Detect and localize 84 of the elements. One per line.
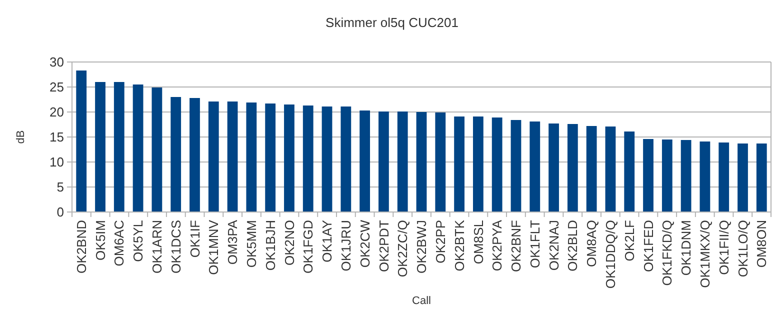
x-tick-label: OM8ON — [754, 220, 770, 268]
x-tick-label: OK2PDT — [376, 220, 392, 272]
x-tick-label: OK2NO — [282, 220, 297, 266]
bar — [322, 106, 332, 212]
x-tick-label: OK1ARN — [149, 220, 164, 274]
bar — [284, 104, 294, 212]
bar — [718, 142, 730, 212]
bar — [416, 112, 427, 212]
x-tick-label: OK1FLT — [527, 220, 542, 268]
x-tick-label: OK1BJH — [262, 220, 278, 271]
bar — [435, 112, 446, 212]
bar — [397, 112, 408, 212]
bar — [340, 106, 352, 212]
x-tick-label: OK5IM — [92, 220, 108, 260]
bar — [454, 116, 464, 212]
x-tick-label: OK1MNV — [206, 220, 222, 275]
x-tick-label: OK2CW — [357, 219, 372, 268]
bar — [302, 106, 314, 212]
bar — [95, 82, 106, 212]
x-tick-label: OM3PA — [225, 220, 240, 265]
x-tick-label: OK1FGD — [300, 220, 316, 274]
x-tick-label: OK1IF — [187, 220, 202, 258]
bar — [738, 144, 748, 212]
x-tick-label: OM8SL — [470, 220, 486, 264]
y-tick-label: 25 — [50, 80, 64, 95]
chart-title: Skimmer ol5q CUC201 — [326, 15, 458, 30]
bar — [170, 97, 182, 212]
x-tick-label: OK1DNM — [678, 220, 694, 276]
bar — [548, 124, 559, 212]
bar — [114, 82, 124, 212]
bar — [227, 102, 238, 212]
bar — [586, 126, 597, 212]
x-tick-label: OK2LF — [622, 220, 637, 262]
x-tick-label: OK1FII/Q — [716, 220, 732, 275]
bar — [360, 110, 370, 212]
x-tick-label: OK2BNF — [508, 220, 524, 272]
bar — [567, 124, 578, 212]
bar — [472, 116, 484, 212]
y-tick-label: 15 — [50, 130, 64, 145]
x-tick-label: OK1JRU — [338, 220, 354, 272]
x-tick-label: OK1MKX/Q — [698, 220, 713, 288]
bar — [700, 142, 710, 212]
x-tick-label: OM6AC — [112, 220, 127, 266]
bar — [662, 140, 672, 212]
y-tick-label: 30 — [50, 54, 64, 70]
bar — [190, 98, 200, 212]
bar — [132, 84, 144, 212]
bar — [756, 144, 767, 212]
bar — [152, 88, 162, 212]
bar — [624, 132, 635, 212]
x-tick-label: OK1LO/Q — [735, 220, 750, 278]
x-tick-label: OK5YL — [130, 220, 146, 262]
x-tick-label: OM8AQ — [584, 220, 600, 267]
x-tick-label: OK1DDQ/Q — [603, 220, 618, 289]
bar — [492, 118, 502, 212]
bar — [208, 102, 219, 212]
bar — [265, 104, 276, 212]
bar — [680, 140, 692, 212]
x-tick-label: OK1FED — [640, 220, 656, 272]
y-tick-label: 10 — [50, 154, 64, 170]
x-tick-label: OK2BWJ — [414, 220, 430, 274]
bar — [643, 139, 654, 212]
x-tick-label: OK1AY — [320, 220, 335, 262]
x-tick-label: OK2ZC/Q — [395, 220, 410, 278]
bar — [378, 112, 389, 212]
y-tick-label: 5 — [56, 180, 64, 195]
x-tick-label: OK2BTK — [452, 220, 467, 272]
y-tick-label: 20 — [50, 104, 64, 120]
bar — [605, 126, 616, 212]
y-axis-title: dB — [15, 130, 27, 144]
x-tick-label: OK1DCS — [168, 220, 184, 274]
bar — [510, 120, 522, 212]
x-tick-label: OK2PYA — [490, 220, 505, 272]
x-tick-label: OK2PP — [432, 220, 448, 264]
x-axis-title: Call — [412, 295, 431, 307]
y-tick-label: 0 — [56, 204, 64, 220]
x-tick-label: OK5MM — [244, 220, 259, 268]
x-tick-label: OK2BLD — [565, 220, 580, 272]
bar — [76, 70, 87, 212]
bar — [530, 122, 540, 212]
x-tick-label: OK1FKD/Q — [660, 220, 675, 286]
x-tick-label: OK2BND — [74, 220, 89, 274]
bar — [246, 102, 257, 212]
x-tick-label: OK2NAJ — [546, 220, 562, 271]
